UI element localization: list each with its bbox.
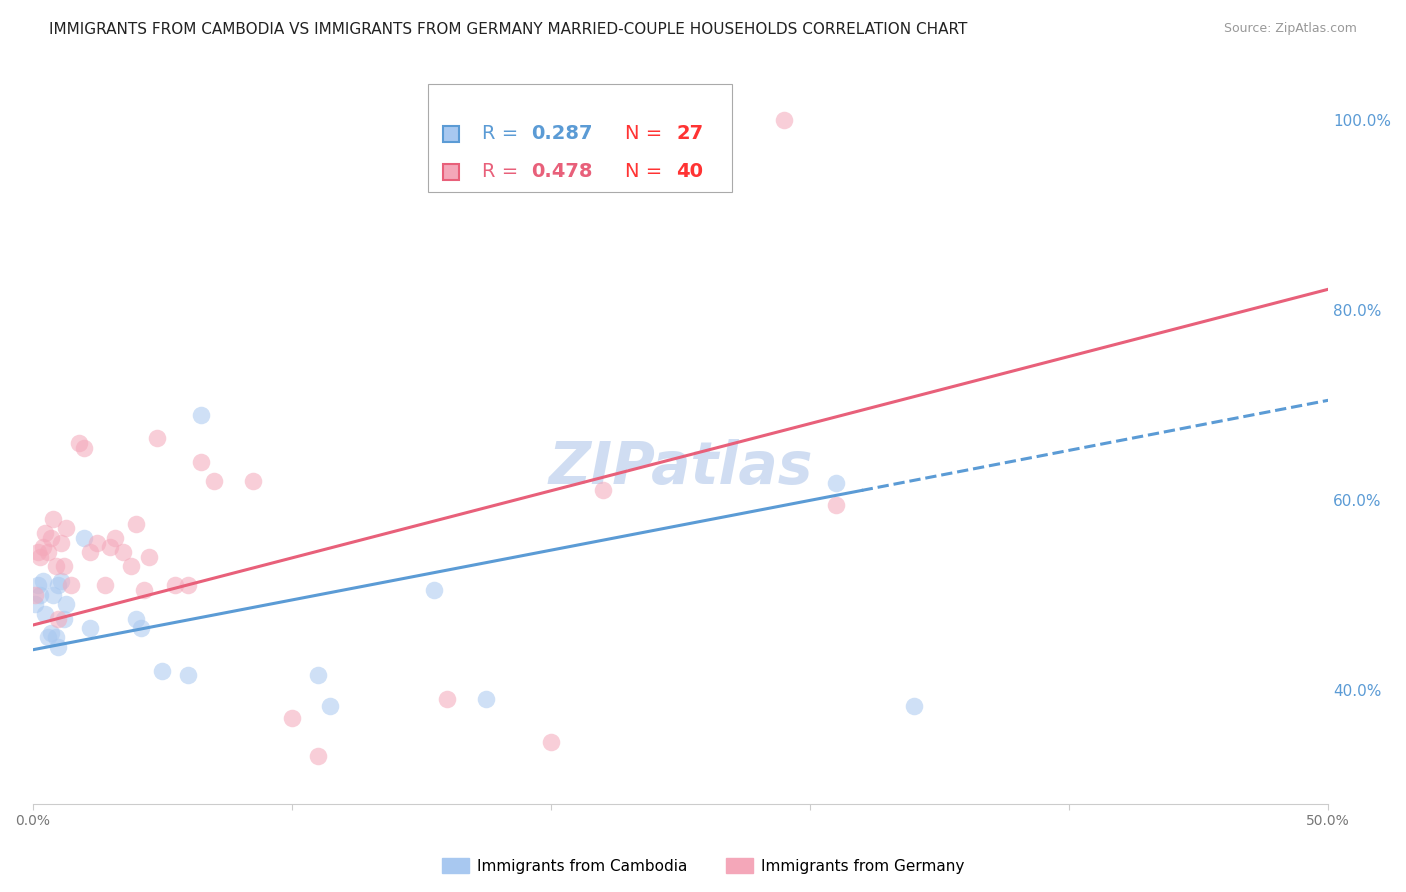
Point <box>37 631 59 645</box>
Point <box>86 535 108 549</box>
Point <box>307 668 329 682</box>
Point <box>202 474 225 488</box>
Point <box>27 578 49 592</box>
Point <box>48 640 70 654</box>
Point <box>98 541 121 555</box>
Point <box>903 698 925 713</box>
Point <box>24 588 46 602</box>
Point <box>42 588 65 602</box>
Point <box>24 597 46 611</box>
Point <box>45 559 67 574</box>
Text: 27: 27 <box>676 124 703 143</box>
Point <box>52 559 75 574</box>
Point <box>94 578 117 592</box>
Point <box>31 574 53 588</box>
Text: R =: R = <box>482 162 524 181</box>
Point <box>52 611 75 625</box>
Point <box>42 512 65 526</box>
Point <box>37 545 59 559</box>
Point <box>540 735 562 749</box>
Legend: Immigrants from Cambodia, Immigrants from Germany: Immigrants from Cambodia, Immigrants fro… <box>436 852 970 880</box>
Point <box>436 692 458 706</box>
Point <box>30 588 52 602</box>
Point <box>475 692 498 706</box>
Point <box>773 113 796 128</box>
Point <box>190 408 212 422</box>
Text: N =: N = <box>624 124 668 143</box>
Point <box>60 578 83 592</box>
Point <box>120 559 142 574</box>
Text: R =: R = <box>482 124 524 143</box>
Point <box>34 526 56 541</box>
Point <box>125 516 148 531</box>
Point <box>79 545 101 559</box>
Point <box>73 531 96 545</box>
Point <box>423 582 446 597</box>
Point <box>138 549 160 564</box>
Point <box>131 621 153 635</box>
Text: 40: 40 <box>676 162 703 181</box>
Point <box>146 431 169 445</box>
Point <box>73 441 96 455</box>
Bar <box>427 84 733 192</box>
Point <box>824 498 846 512</box>
Point <box>177 578 200 592</box>
Text: Source: ZipAtlas.com: Source: ZipAtlas.com <box>1223 22 1357 36</box>
Point <box>31 541 53 555</box>
Text: N =: N = <box>624 162 668 181</box>
Text: 0.287: 0.287 <box>531 124 593 143</box>
Point <box>592 483 614 498</box>
Point <box>30 549 52 564</box>
Point <box>55 597 77 611</box>
Point <box>67 436 90 450</box>
Point <box>27 545 49 559</box>
Point <box>48 578 70 592</box>
Point <box>695 113 717 128</box>
Point <box>319 698 342 713</box>
Text: 0.478: 0.478 <box>531 162 593 181</box>
Point <box>45 631 67 645</box>
Point <box>55 521 77 535</box>
Point <box>177 668 200 682</box>
Point <box>49 574 72 588</box>
Point <box>34 607 56 621</box>
Point <box>307 749 329 764</box>
Point <box>39 531 62 545</box>
Point <box>79 621 101 635</box>
Point <box>112 545 135 559</box>
Point <box>49 535 72 549</box>
Point <box>104 531 127 545</box>
Text: IMMIGRANTS FROM CAMBODIA VS IMMIGRANTS FROM GERMANY MARRIED-COUPLE HOUSEHOLDS CO: IMMIGRANTS FROM CAMBODIA VS IMMIGRANTS F… <box>49 22 967 37</box>
Point <box>163 578 186 592</box>
Point <box>824 475 846 490</box>
Point <box>48 611 70 625</box>
Text: ZIPatlas: ZIPatlas <box>548 439 813 496</box>
Point <box>150 664 173 678</box>
Point <box>242 474 264 488</box>
Point <box>125 611 148 625</box>
Point <box>39 625 62 640</box>
Point <box>280 711 302 725</box>
Point <box>190 455 212 469</box>
Point <box>132 582 155 597</box>
